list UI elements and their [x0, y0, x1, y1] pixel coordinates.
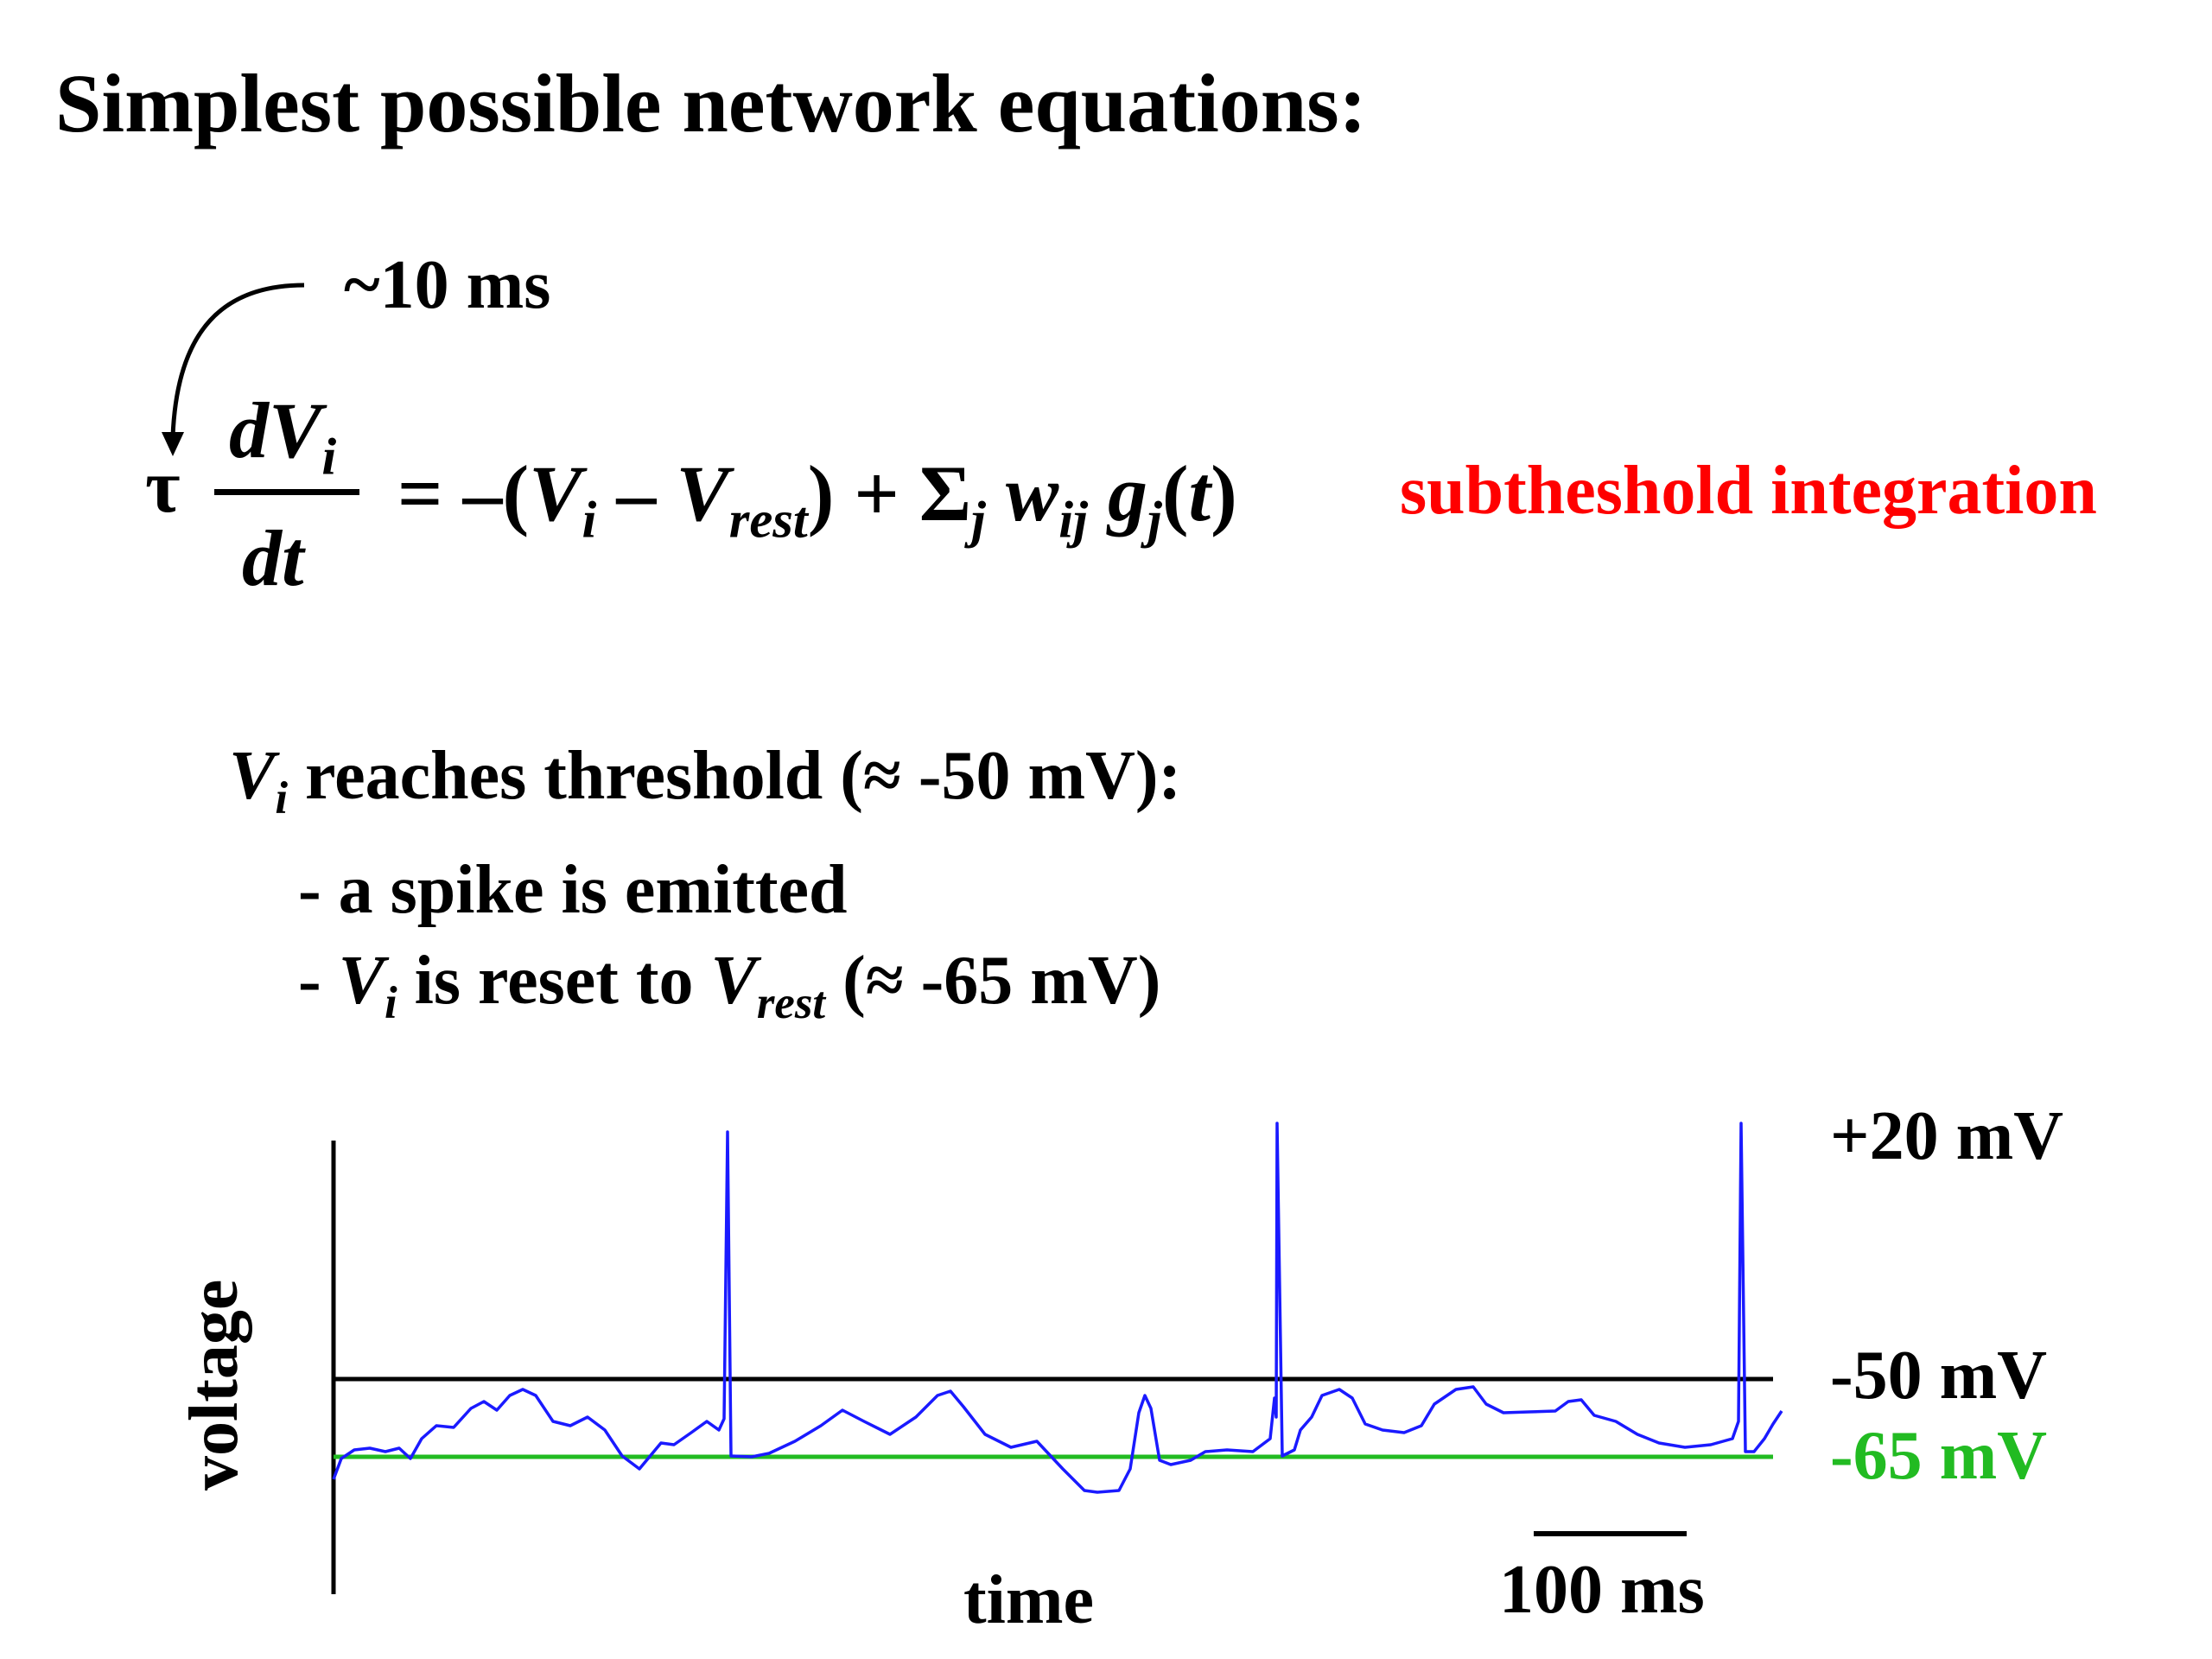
threshold-condition: Vi reaches threshold (≈ -50 mV): — [229, 738, 1182, 823]
fraction-bar — [214, 489, 359, 495]
bullet-reset: - Vi is reset to Vrest (≈ -65 mV) — [298, 943, 1161, 1028]
equation-rhs: = –(Vi – Vrest) + Σj wij gj(t) — [397, 449, 1237, 550]
scale-bar-label: 100 ms — [1499, 1552, 1705, 1628]
rest-label: -65 mV — [1830, 1418, 2048, 1494]
y-axis-label: voltage — [176, 1279, 252, 1491]
fraction-numerator: dVi — [229, 386, 337, 486]
spike-peak-label: +20 mV — [1830, 1098, 2063, 1174]
voltage-trace — [332, 1122, 1783, 1494]
tau-arrow — [170, 283, 305, 437]
threshold-label: -50 mV — [1830, 1338, 2048, 1414]
tau-symbol: τ — [145, 445, 181, 529]
fraction-denominator: dt — [242, 514, 304, 602]
tau-arrowhead — [162, 432, 184, 456]
equation-label: subtheshold integration — [1400, 453, 2097, 529]
slide-title: Simplest possible network equations: — [55, 57, 1367, 149]
x-axis-label: time — [963, 1562, 1095, 1638]
bullet-spike: - a spike is emitted — [298, 852, 848, 928]
tau-annotation: ~10 ms — [344, 247, 551, 323]
